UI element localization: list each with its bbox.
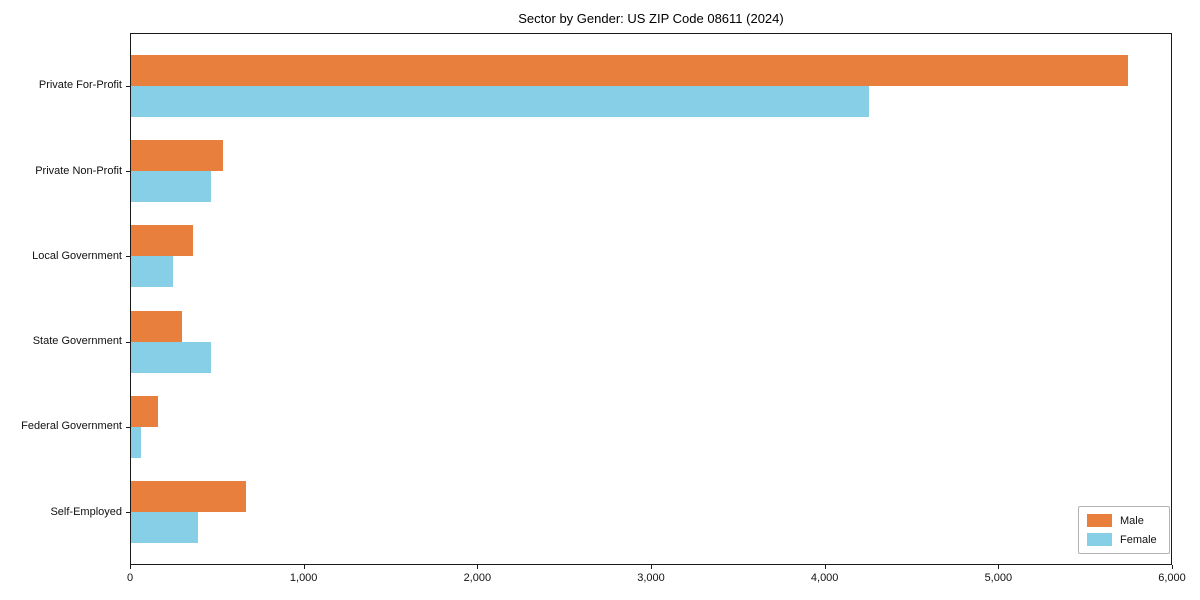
- legend-swatch-female: [1087, 533, 1112, 546]
- x-axis-tick-label: 1,000: [289, 572, 318, 584]
- x-axis-tick-label: 6,000: [1158, 572, 1186, 584]
- bar-male-federal-government: [131, 395, 158, 427]
- x-axis-tick: [130, 565, 131, 569]
- legend-swatch-male: [1087, 514, 1112, 527]
- y-axis-tick: [126, 85, 130, 87]
- bar-male-local-government: [131, 225, 193, 257]
- legend: Male Female: [1078, 506, 1170, 554]
- x-axis-tick-label: 4,000: [810, 572, 839, 584]
- bar-male-private-for-profit: [131, 54, 1128, 86]
- y-axis-tick: [126, 171, 130, 173]
- x-axis-tick: [998, 565, 1000, 569]
- y-axis-label-self-employed: Self-Employed: [50, 505, 122, 518]
- x-axis-tick: [477, 565, 479, 569]
- bar-female-local-government: [131, 256, 173, 288]
- x-axis-tick-label: 0: [126, 572, 134, 584]
- y-axis-label-state-government: State Government: [32, 335, 122, 348]
- x-axis-tick-label: 5,000: [984, 572, 1013, 584]
- chart-title: Sector by Gender: US ZIP Code 08611 (202…: [518, 11, 784, 26]
- legend-label-male: Male: [1120, 514, 1144, 527]
- bar-female-self-employed: [131, 512, 198, 544]
- y-axis-tick: [126, 256, 130, 258]
- bar-male-private-non-profit: [131, 140, 223, 172]
- y-axis-label-private-non-profit: Private Non-Profit: [35, 164, 122, 177]
- bar-male-state-government: [131, 310, 183, 342]
- y-axis-tick: [126, 341, 130, 343]
- bar-female-federal-government: [131, 426, 142, 458]
- legend-item-male: Male: [1087, 514, 1161, 527]
- y-axis-label-local-government: Local Government: [32, 249, 122, 262]
- bar-male-self-employed: [131, 481, 246, 513]
- y-axis-label-federal-government: Federal Government: [21, 420, 122, 433]
- legend-label-female: Female: [1120, 533, 1157, 546]
- y-axis-label-private-for-profit: Private For-Profit: [38, 79, 122, 92]
- y-axis-tick: [126, 512, 130, 514]
- x-axis-tick-label: 2,000: [463, 572, 492, 584]
- x-axis-tick: [824, 565, 826, 569]
- x-axis-tick: [303, 565, 305, 569]
- bar-female-state-government: [131, 341, 211, 373]
- bar-female-private-for-profit: [131, 85, 870, 117]
- plot-area: Male Female: [130, 33, 1172, 565]
- legend-item-female: Female: [1087, 533, 1161, 546]
- x-axis-tick: [1172, 565, 1173, 569]
- x-axis-tick: [651, 565, 652, 569]
- y-axis-tick: [126, 426, 130, 428]
- bar-female-private-non-profit: [131, 171, 211, 203]
- x-axis-tick-label: 3,000: [637, 572, 665, 584]
